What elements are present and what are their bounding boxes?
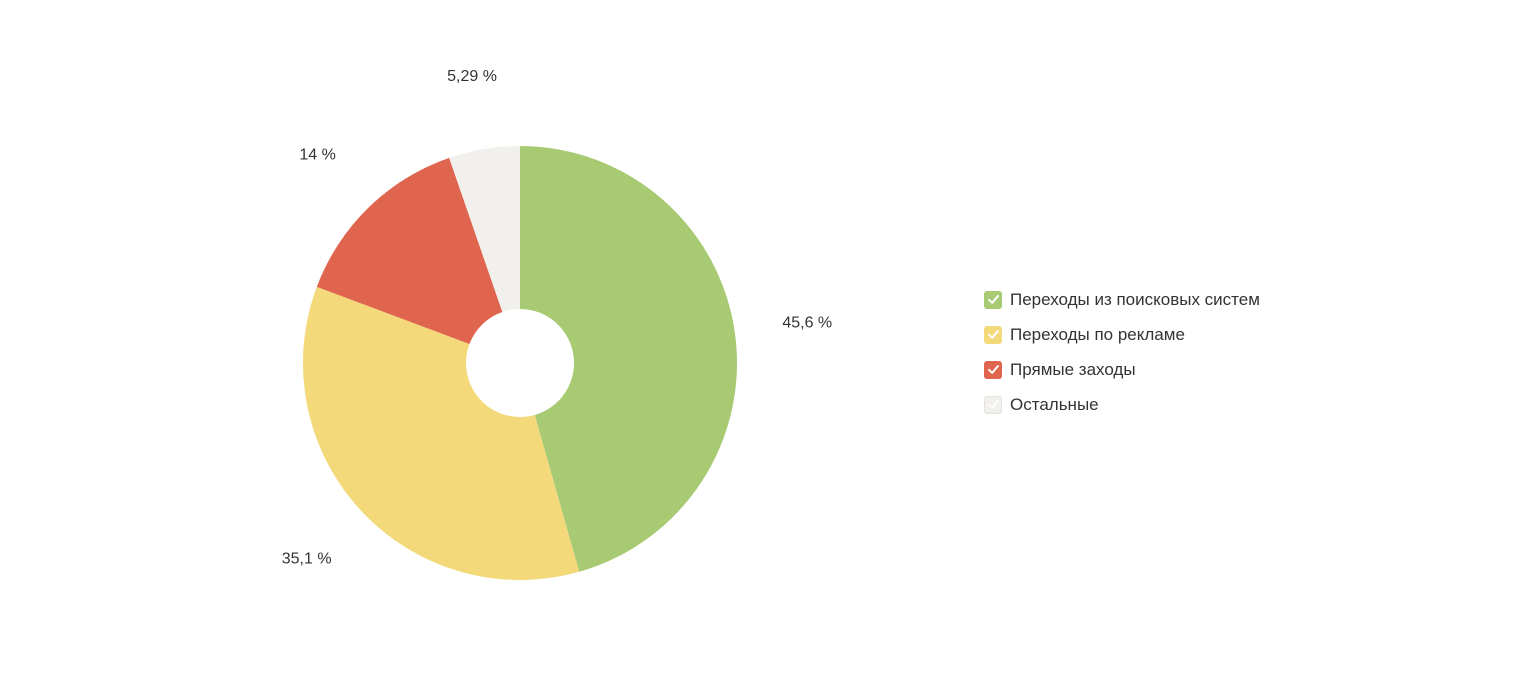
pie-slice[interactable] <box>449 146 520 312</box>
pie-slice[interactable] <box>520 146 738 572</box>
legend-item-direct[interactable]: Прямые заходы <box>984 352 1260 387</box>
legend-label: Остальные <box>1010 394 1099 414</box>
legend-checkbox[interactable] <box>984 360 1002 379</box>
check-icon <box>987 295 999 304</box>
check-icon <box>987 400 999 409</box>
legend-checkbox[interactable] <box>984 395 1002 414</box>
legend-label: Переходы из поисковых систем <box>1010 289 1260 309</box>
chart-legend: Переходы из поисковых систем Переходы по… <box>984 282 1260 422</box>
legend-label: Прямые заходы <box>1010 359 1136 379</box>
legend-item-other[interactable]: Остальные <box>984 387 1260 422</box>
slice-value-label: 45,6 % <box>782 314 832 331</box>
slice-value-label: 5,29 % <box>447 68 497 85</box>
pie-slice[interactable] <box>302 286 580 581</box>
slice-value-label: 35,1 % <box>282 551 332 568</box>
legend-item-ads[interactable]: Переходы по рекламе <box>984 317 1260 352</box>
legend-item-search[interactable]: Переходы из поисковых систем <box>984 282 1260 317</box>
legend-checkbox[interactable] <box>984 325 1002 344</box>
check-icon <box>987 330 999 339</box>
chart-value-labels: 45,6 % 35,1 % 14 % 5,29 % <box>282 68 832 567</box>
check-icon <box>987 365 999 374</box>
slice-value-label: 14 % <box>299 146 335 163</box>
chart-slices <box>302 146 738 581</box>
pie-slice[interactable] <box>316 157 503 345</box>
legend-checkbox[interactable] <box>984 290 1002 309</box>
legend-label: Переходы по рекламе <box>1010 324 1185 344</box>
